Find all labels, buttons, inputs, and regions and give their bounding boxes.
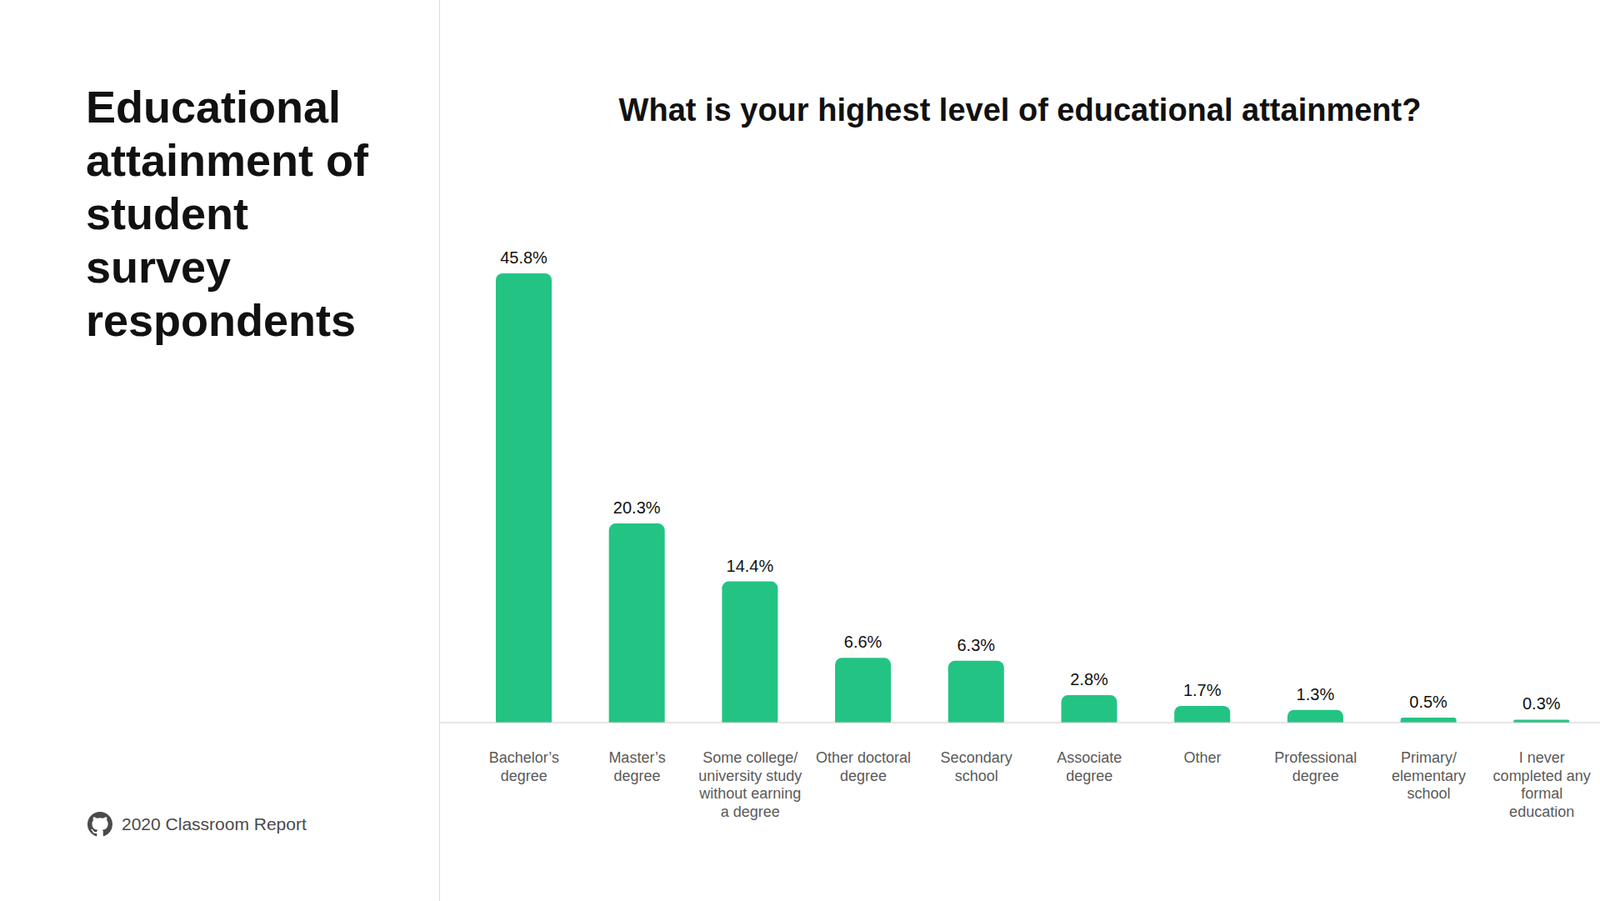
svg-text:Some college/university studyw: Some college/university studywithout ear… bbox=[698, 749, 802, 820]
svg-text:I nevercompleted anyformaleduc: I nevercompleted anyformaleducation bbox=[1493, 749, 1591, 820]
svg-text:6.6%: 6.6% bbox=[844, 632, 883, 651]
svg-text:Master’sdegree: Master’sdegree bbox=[608, 749, 665, 785]
svg-text:1.3%: 1.3% bbox=[1296, 685, 1335, 704]
svg-text:0.5%: 0.5% bbox=[1409, 692, 1448, 711]
svg-text:1.7%: 1.7% bbox=[1183, 680, 1222, 700]
svg-text:Other doctoraldegree: Other doctoraldegree bbox=[815, 749, 911, 785]
svg-text:0.3%: 0.3% bbox=[1522, 694, 1561, 713]
html-text:2020 Classroom Report: 2020 Classroom Report bbox=[121, 814, 307, 834]
html-text:Educational attainment of stud: Educational attainment of student survey… bbox=[85, 81, 369, 345]
svg-text:Primary/elementaryschool: Primary/elementaryschool bbox=[1391, 749, 1466, 802]
svg-text:2.8%: 2.8% bbox=[1070, 670, 1109, 689]
svg-text:45.8%: 45.8% bbox=[500, 248, 548, 267]
svg-text:20.3%: 20.3% bbox=[613, 498, 661, 517]
svg-text:Associatedegree: Associatedegree bbox=[1056, 749, 1122, 785]
svg-text:14.4%: 14.4% bbox=[726, 556, 775, 575]
svg-text:Other: Other bbox=[1184, 749, 1222, 766]
svg-text:Secondaryschool: Secondaryschool bbox=[940, 749, 1013, 785]
svg-text:Bachelor’sdegree: Bachelor’sdegree bbox=[489, 749, 560, 785]
svg-text:Professionaldegree: Professionaldegree bbox=[1274, 749, 1357, 785]
html-text:What is your highest level of: What is your highest level of educationa… bbox=[618, 92, 1422, 128]
svg-text:6.3%: 6.3% bbox=[957, 635, 996, 655]
